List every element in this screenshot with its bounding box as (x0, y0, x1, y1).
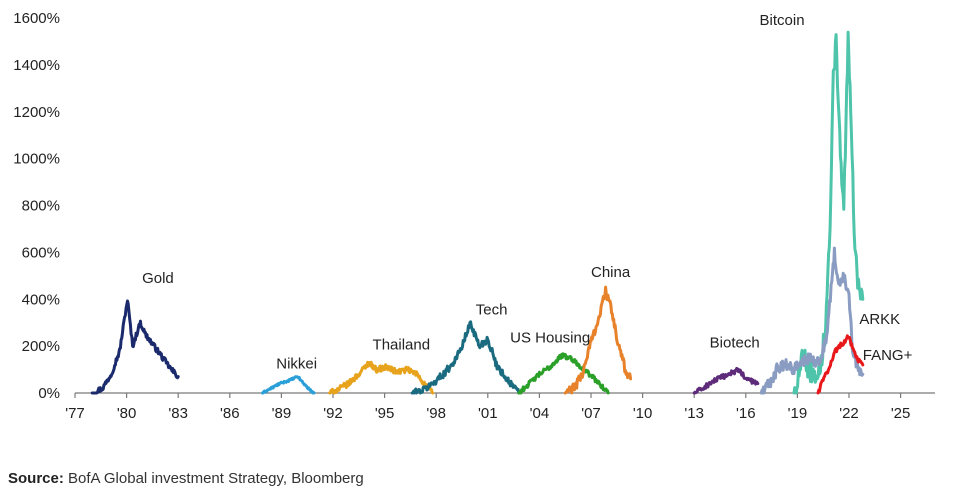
x-tick-label: '01 (478, 405, 498, 422)
y-tick-label: 0% (38, 385, 60, 402)
series-line-nikkei (261, 375, 316, 395)
y-tick-label: 1200% (13, 104, 60, 121)
series-group (90, 30, 865, 395)
y-tick-label: 200% (22, 338, 60, 355)
x-tick-label: '80 (117, 405, 137, 422)
source-label: Source: (8, 470, 64, 487)
x-tick-label: '98 (426, 405, 446, 422)
y-tick-label: 400% (22, 291, 60, 308)
y-tick-label: 800% (22, 198, 60, 215)
x-axis: '77 '80 '83 '86 '89 '92 '95 '98 '01 '04 '07 '10 '13 '… (65, 392, 935, 422)
x-tick-label: '83 (168, 405, 188, 422)
series-label: Bitcoin (760, 12, 805, 29)
x-tick-label: '25 (891, 405, 911, 422)
series-line-us-housing (517, 352, 610, 395)
series-label: Gold (142, 270, 174, 287)
y-tick-label: 1600% (13, 10, 60, 27)
x-tick-label: '16 (736, 405, 756, 422)
y-axis-ticks: 0% 200% 400% 600% 800% 1000% 1200% 1400% 1600% (13, 10, 60, 402)
series-label: Biotech (710, 334, 760, 351)
series-line-arkk (759, 246, 865, 395)
series-label: FANG+ (863, 347, 913, 364)
series-line-bitcoin (792, 30, 865, 395)
x-tick-label: '07 (581, 405, 601, 422)
x-tick-label: '13 (684, 405, 704, 422)
y-tick-label: 1400% (13, 57, 60, 74)
series-line-fang- (816, 334, 865, 395)
x-tick-label: '19 (788, 405, 808, 422)
series-label: Thailand (373, 337, 431, 354)
y-tick-label: 1000% (13, 151, 60, 168)
series-label: China (591, 264, 631, 281)
series-label: Tech (476, 301, 508, 318)
x-tick-label: '95 (375, 405, 395, 422)
x-tick-label: '77 (65, 405, 85, 422)
x-tick-label: '92 (323, 405, 343, 422)
series-line-gold (90, 299, 180, 395)
x-tick-label: '04 (530, 405, 550, 422)
x-tick-label: '10 (633, 405, 653, 422)
series-line-china (563, 285, 633, 395)
series-label: Nikkei (276, 355, 317, 372)
series-label: US Housing (510, 330, 590, 347)
x-tick-label: '86 (220, 405, 240, 422)
series-line-biotech (692, 366, 760, 395)
series-line-tech (410, 320, 521, 395)
x-tick-label: '89 (272, 405, 292, 422)
x-tick-label: '22 (839, 405, 859, 422)
series-label: ARKK (859, 311, 900, 328)
chart: 0% 200% 400% 600% 800% 1000% 1200% 1400% 1600% '… (13, 10, 935, 422)
source-note: Source: BofA Global investment Strategy,… (8, 470, 364, 487)
y-tick-label: 600% (22, 244, 60, 261)
source-text: BofA Global investment Strategy, Bloombe… (63, 470, 364, 487)
series-line-thailand (328, 360, 435, 395)
